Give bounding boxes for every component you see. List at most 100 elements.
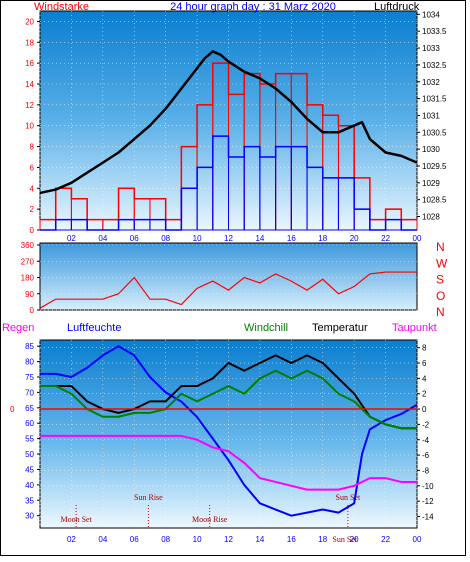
- humidity-tick-label: 65: [25, 404, 34, 413]
- pressure-tick-label: 1031: [422, 111, 440, 120]
- x-tick-label: 10: [193, 234, 202, 243]
- x-tick-label: 06: [130, 535, 139, 544]
- pressure-tick-label: 1028.5: [422, 196, 447, 205]
- wind-tick-label: 12: [25, 101, 34, 110]
- x-tick-label: 14: [255, 535, 264, 544]
- event-annotation: Sun Rise: [134, 493, 163, 502]
- x-tick-label: 16: [287, 234, 296, 243]
- pressure-tick-label: 1033.5: [422, 27, 447, 36]
- pressure-tick-label: 1032: [422, 78, 440, 87]
- direction-tick-label: 270: [21, 257, 35, 266]
- wind-tick-label: 0: [30, 226, 35, 235]
- x-tick-label: 16: [287, 535, 296, 544]
- pressure-tick-label: 1028: [422, 213, 440, 222]
- x-tick-label: 00: [413, 535, 422, 544]
- label-regen: Regen: [2, 322, 34, 334]
- humidity-tick-label: 75: [25, 373, 34, 382]
- wind-series-line: [40, 135, 417, 231]
- label-windchill: Windchill: [244, 322, 288, 334]
- direction-series-line: [39, 271, 417, 309]
- compass-letter: W: [436, 256, 448, 270]
- pressure-tick-label: 1034: [422, 10, 440, 19]
- temperature-tick-label: -6: [422, 451, 430, 460]
- pressure-tick-label: 1030: [422, 145, 440, 154]
- direction-tick-label: 360: [21, 241, 35, 250]
- pressure-tick-label: 1032.5: [422, 61, 447, 70]
- x-tick-label: 04: [98, 234, 107, 243]
- x-tick-label: 10: [193, 535, 202, 544]
- pressure-tick-label: 1031.5: [422, 95, 447, 104]
- temperature-tick-label: -10: [422, 482, 434, 491]
- humidity-tick-label: 35: [25, 496, 34, 505]
- x-tick-label: 20: [350, 234, 359, 243]
- temperature-tick-label: 0: [422, 405, 427, 414]
- x-tick-label: 08: [161, 535, 170, 544]
- x-tick-label: 12: [224, 535, 233, 544]
- humidity-tick-label: 60: [25, 419, 34, 428]
- compass-letter: O: [436, 289, 445, 303]
- x-tick-label: 22: [381, 535, 390, 544]
- taupunkt-series-line: [40, 434, 417, 491]
- wind-tick-label: 14: [25, 80, 34, 89]
- compass-letter: N: [436, 240, 445, 254]
- temperature-tick-label: 4: [422, 374, 427, 383]
- x-tick-label: 22: [381, 234, 390, 243]
- regen-tick-label: 0: [10, 405, 15, 414]
- humidity-tick-label: 30: [25, 512, 34, 521]
- wind-tick-label: 4: [30, 184, 35, 193]
- x-tick-label: 02: [67, 535, 76, 544]
- pressure-tick-label: 1030.5: [422, 128, 447, 137]
- pressure-tick-label: 1033: [422, 44, 440, 53]
- pressure-tick-label: 1029: [422, 179, 440, 188]
- temperature-tick-label: -14: [422, 512, 434, 521]
- luftfeuchte-series-line: [40, 345, 418, 517]
- temperature-tick-label: -2: [422, 420, 430, 429]
- compass-letter: S: [436, 273, 444, 287]
- x-tick-label: 06: [130, 234, 139, 243]
- humidity-tick-label: 40: [25, 481, 34, 490]
- event-annotation: Moon Rise: [192, 515, 228, 524]
- x-tick-label: 14: [255, 234, 264, 243]
- wind-tick-label: 2: [30, 205, 35, 214]
- x-tick-label: 12: [224, 234, 233, 243]
- chart-title: 24 hour graph day : 31 Marz 2020: [170, 1, 336, 13]
- humidity-tick-label: 85: [25, 342, 34, 351]
- x-tick-label: 18: [318, 535, 327, 544]
- windchill-series-line: [40, 369, 417, 430]
- wind-tick-label: 18: [25, 38, 34, 47]
- wind-tick-label: 16: [25, 59, 34, 68]
- humidity-tick-label: 55: [25, 435, 34, 444]
- temperature-tick-label: 6: [422, 359, 427, 368]
- wind-tick-label: 6: [30, 163, 35, 172]
- temperature-tick-label: -12: [422, 497, 434, 506]
- label-temperatur: Temperatur: [312, 322, 368, 334]
- event-annotation: Moon Set: [60, 515, 92, 524]
- temperature-tick-label: -8: [422, 466, 430, 475]
- label-luftfeuchte: Luftfeuchte: [67, 322, 121, 334]
- wind-tick-label: 10: [25, 122, 34, 131]
- event-annotation: Sun Set: [332, 535, 357, 544]
- wind-tick-label: 20: [25, 17, 34, 26]
- wind-tick-label: 8: [30, 143, 35, 152]
- pressure-tick-label: 1029.5: [422, 162, 447, 171]
- temperature-tick-label: 8: [422, 344, 427, 353]
- event-annotation: Sun Set: [336, 493, 361, 502]
- gust-series-line: [40, 62, 417, 221]
- left-axis-title-windstarke: Windstarke: [34, 1, 89, 13]
- x-tick-label: 20: [350, 535, 359, 544]
- label-taupunkt: Taupunkt: [392, 322, 437, 334]
- humidity-tick-label: 80: [25, 358, 34, 367]
- x-tick-label: 08: [161, 234, 170, 243]
- humidity-tick-label: 45: [25, 465, 34, 474]
- temperature-tick-label: 2: [422, 390, 427, 399]
- x-tick-label: 02: [67, 234, 76, 243]
- temperature-tick-label: -4: [422, 436, 430, 445]
- right-axis-title-luftdruck: Luftdruck: [374, 1, 420, 13]
- humidity-tick-label: 50: [25, 450, 34, 459]
- direction-plot-area: [39, 242, 418, 311]
- compass-letter: N: [436, 305, 445, 319]
- direction-tick-label: 90: [25, 290, 34, 299]
- humidity-tick-label: 70: [25, 388, 34, 397]
